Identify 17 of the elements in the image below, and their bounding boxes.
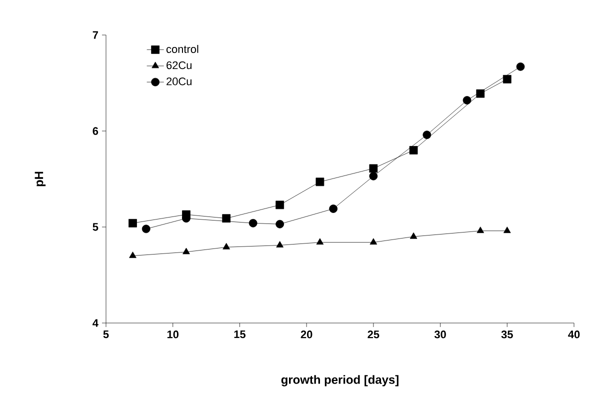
legend-label: 62Cu — [166, 61, 192, 70]
x-tick-label: 35 — [501, 330, 513, 338]
legend-label: 20Cu — [166, 78, 192, 86]
x-axis-title: growth period [days] — [281, 375, 398, 386]
x-tick-label: 25 — [368, 330, 380, 338]
x-tick-label: 30 — [434, 330, 446, 338]
y-tick-label: 4 — [92, 319, 98, 327]
x-tick-label: 15 — [234, 330, 246, 338]
x-tick-label: 20 — [300, 330, 312, 338]
x-tick-label: 5 — [103, 330, 109, 338]
y-tick-label: 5 — [92, 223, 98, 231]
y-axis-title: pH — [34, 172, 46, 186]
legend-label: control — [166, 44, 198, 53]
y-tick-label: 7 — [92, 31, 98, 39]
y-tick-label: 6 — [92, 127, 98, 135]
x-tick-label: 10 — [167, 330, 178, 338]
x-tick-label: 40 — [568, 330, 580, 338]
